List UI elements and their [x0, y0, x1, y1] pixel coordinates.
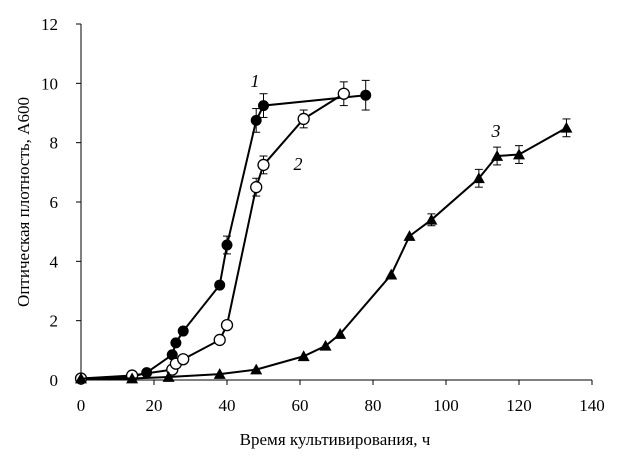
data-point	[177, 353, 190, 366]
x-tick-label: 120	[506, 396, 532, 415]
data-point	[403, 230, 416, 241]
y-tick-label: 6	[50, 193, 59, 212]
series-label: 3	[491, 121, 501, 141]
y-tick-label: 12	[41, 15, 58, 34]
data-point	[213, 368, 226, 379]
data-point	[220, 318, 234, 332]
data-point	[297, 350, 310, 362]
data-point	[170, 337, 182, 349]
x-tick-label: 140	[579, 396, 605, 415]
x-tick-label: 20	[146, 396, 163, 415]
x-axis-label: Время культивирования, ч	[240, 430, 431, 449]
data-point	[250, 181, 263, 194]
y-tick-label: 2	[50, 312, 59, 331]
data-point	[126, 372, 139, 384]
data-point	[177, 325, 189, 337]
axes	[80, 24, 592, 381]
x-tick-label: 40	[219, 396, 236, 415]
data-point	[337, 87, 350, 100]
data-point	[221, 239, 233, 251]
x-tick-label: 60	[292, 396, 309, 415]
data-point	[250, 363, 263, 375]
series-3: 3	[75, 118, 573, 384]
y-tick-label: 0	[50, 371, 59, 390]
y-tick-label: 8	[50, 134, 59, 153]
series-line	[80, 92, 345, 380]
data-point	[75, 372, 87, 384]
data-point	[472, 172, 485, 184]
data-point	[258, 100, 269, 112]
data-point	[297, 112, 310, 126]
data-point	[491, 150, 504, 161]
data-point	[319, 339, 332, 351]
series-line	[81, 126, 567, 380]
series-layer: 1 2 3	[74, 71, 573, 385]
data-point	[213, 333, 226, 347]
y-tick-label: 4	[50, 252, 59, 271]
data-point	[360, 89, 372, 101]
data-point	[425, 213, 438, 225]
y-tick-label: 10	[41, 74, 58, 93]
data-point	[560, 121, 573, 133]
series-2: 2	[74, 81, 350, 385]
data-point	[513, 148, 525, 160]
data-point	[214, 279, 226, 291]
series-label: 1	[251, 71, 260, 91]
data-point	[162, 371, 175, 382]
data-point	[334, 328, 347, 339]
x-tick-label: 100	[433, 396, 459, 415]
data-point	[257, 158, 270, 172]
series-label: 2	[294, 154, 303, 174]
y-axis-label: Оптическая плотность, А600	[14, 97, 33, 307]
x-tick-label: 80	[365, 396, 382, 415]
data-point	[385, 268, 398, 280]
data-point	[250, 114, 262, 126]
x-tick-label: 0	[77, 396, 86, 415]
